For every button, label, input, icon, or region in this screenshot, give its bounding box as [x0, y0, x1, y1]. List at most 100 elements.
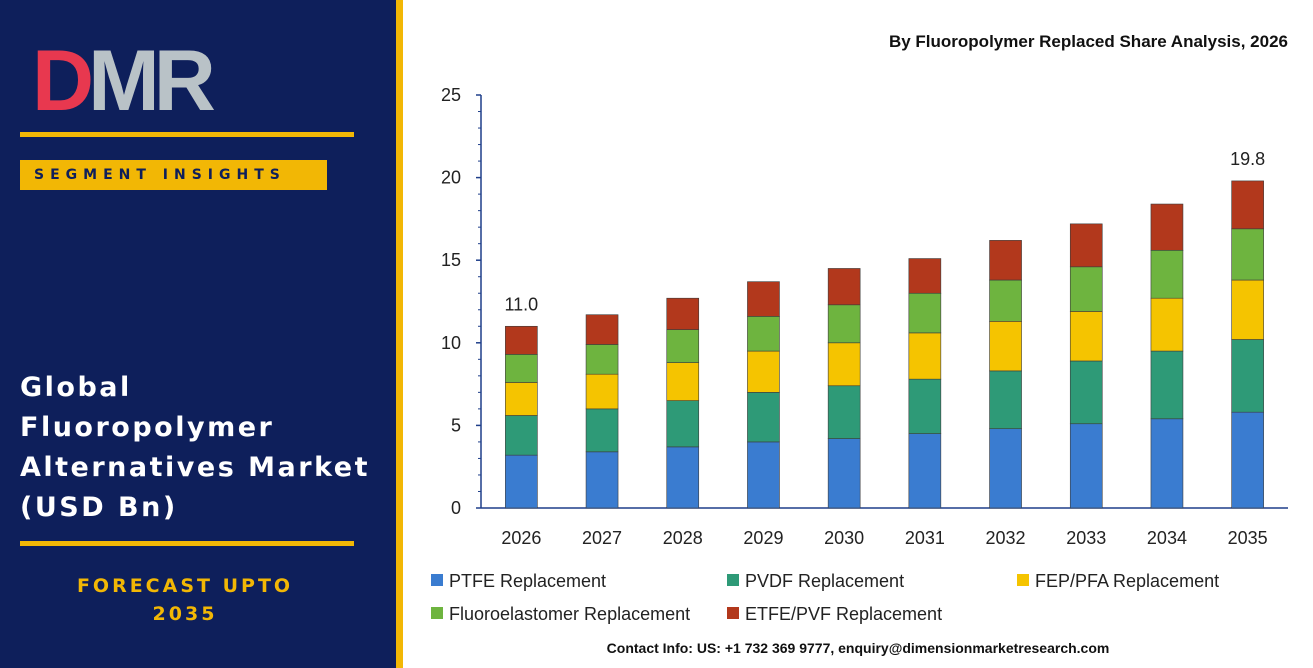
top-divider-rule	[20, 132, 354, 137]
bar-segment	[747, 392, 780, 443]
bar-segment	[908, 292, 942, 334]
x-tick-label: 2034	[1147, 528, 1187, 548]
bar-segment	[1069, 266, 1103, 312]
left-panel: DMR SEGMENT INSIGHTS Global Fluoropolyme…	[0, 0, 396, 668]
bar-segment	[1150, 297, 1184, 352]
bar-segment	[505, 325, 538, 355]
legend-swatch	[431, 607, 443, 620]
forecast-line: FORECAST UPTO	[76, 575, 294, 597]
y-tick-label: 15	[441, 250, 461, 270]
legend-label: ETFE/PVF Replacement	[745, 604, 943, 624]
chart-panel: By Fluoropolymer Replaced Share Analysis…	[403, 0, 1313, 668]
bar-segment	[505, 454, 538, 509]
bar-segment	[585, 344, 619, 375]
logo-letter: R	[154, 38, 215, 118]
market-title: Global Fluoropolymer Alternatives Market…	[20, 368, 390, 528]
bar-segment	[585, 314, 619, 345]
forecast-year: 2035	[152, 603, 218, 625]
bar-segment	[666, 446, 700, 509]
bar-segment	[747, 281, 780, 317]
bar-segment	[747, 316, 780, 352]
legend-item: Fluoroelastomer Replacement	[431, 604, 690, 625]
bar-segment	[1150, 203, 1184, 251]
legend-item: ETFE/PVF Replacement	[727, 604, 942, 625]
bar-segment	[585, 408, 619, 453]
legend-label: PVDF Replacement	[745, 571, 905, 591]
logo-letter: D	[32, 38, 91, 118]
legend-label: FEP/PFA Replacement	[1035, 571, 1220, 591]
bar-segment	[1069, 360, 1103, 425]
x-tick-label: 2030	[824, 528, 864, 548]
bar-segment	[1231, 339, 1264, 413]
segment-insights-badge: SEGMENT INSIGHTS	[20, 160, 327, 190]
market-title-line: Fluoropolymer	[20, 412, 275, 443]
bar-segment	[1069, 223, 1103, 268]
bar-segment	[1150, 350, 1184, 420]
market-title-line: Global	[20, 372, 132, 403]
x-tick-label: 2026	[501, 528, 541, 548]
market-title-line: (USD Bn)	[20, 492, 178, 523]
market-title-line: Alternatives Market	[20, 452, 371, 483]
bar-segment	[827, 304, 861, 344]
legend-item: PVDF Replacement	[727, 571, 904, 592]
x-tick-label: 2033	[1066, 528, 1106, 548]
bar-segment	[1231, 279, 1264, 340]
bar-segment	[1231, 180, 1264, 230]
bar-segment	[989, 428, 1022, 509]
bar-segment	[505, 382, 538, 416]
legend-item: PTFE Replacement	[431, 571, 606, 592]
x-tick-label: 2035	[1228, 528, 1268, 548]
panel-divider	[396, 0, 403, 668]
bar-segment	[666, 362, 700, 401]
x-tick-label: 2032	[986, 528, 1026, 548]
forecast-label: FORECAST UPTO 2035	[20, 572, 350, 628]
y-tick-label: 20	[441, 168, 461, 188]
bar-segment	[1231, 228, 1264, 281]
x-tick-label: 2029	[743, 528, 783, 548]
y-tick-label: 5	[451, 415, 461, 435]
dmr-logo: DMR	[32, 38, 221, 118]
y-tick-label: 25	[441, 85, 461, 105]
bar-segment	[585, 373, 619, 410]
legend-swatch	[727, 607, 739, 620]
legend-item: FEP/PFA Replacement	[1017, 571, 1219, 592]
bar-segment	[908, 258, 942, 294]
bar-segment	[989, 240, 1022, 281]
svg-text:DMR: DMR	[32, 38, 215, 118]
x-tick-label: 2027	[582, 528, 622, 548]
bar-segment	[908, 433, 942, 509]
bar-segment	[1069, 311, 1103, 362]
legend-label: PTFE Replacement	[449, 571, 607, 591]
legend-swatch	[1017, 574, 1029, 587]
bar-segment	[666, 400, 700, 448]
bar-segment	[827, 438, 861, 509]
bar-segment	[505, 354, 538, 383]
bar-segment	[1150, 418, 1184, 509]
bar-segment	[1150, 249, 1184, 299]
bottom-divider-rule	[20, 541, 354, 546]
bar-segment	[666, 329, 700, 363]
bar-segment	[666, 297, 700, 330]
bar-segment	[747, 350, 780, 393]
y-tick-label: 10	[441, 333, 461, 353]
bar-segment	[989, 321, 1022, 372]
y-tick-label: 0	[451, 498, 461, 518]
legend-label: Fluoroelastomer Replacement	[449, 604, 691, 624]
bar-segment	[908, 332, 942, 380]
chart-title: By Fluoropolymer Replaced Share Analysis…	[888, 32, 1288, 51]
bar-segment	[1069, 423, 1103, 509]
bar-segment	[989, 370, 1022, 430]
bar-segment	[505, 415, 538, 456]
legend-swatch	[431, 574, 443, 587]
bar-segment	[827, 268, 861, 306]
bar-segment	[747, 441, 780, 509]
bar-segment	[585, 451, 619, 509]
x-tick-label: 2031	[905, 528, 945, 548]
contact-info: Contact Info: US: +1 732 369 9777, enqui…	[606, 640, 1110, 656]
bar-segment	[1231, 411, 1264, 509]
bar-segment	[908, 378, 942, 434]
logo-letter: M	[88, 38, 154, 118]
bar-segment	[827, 385, 861, 439]
bar-segment	[989, 279, 1022, 322]
